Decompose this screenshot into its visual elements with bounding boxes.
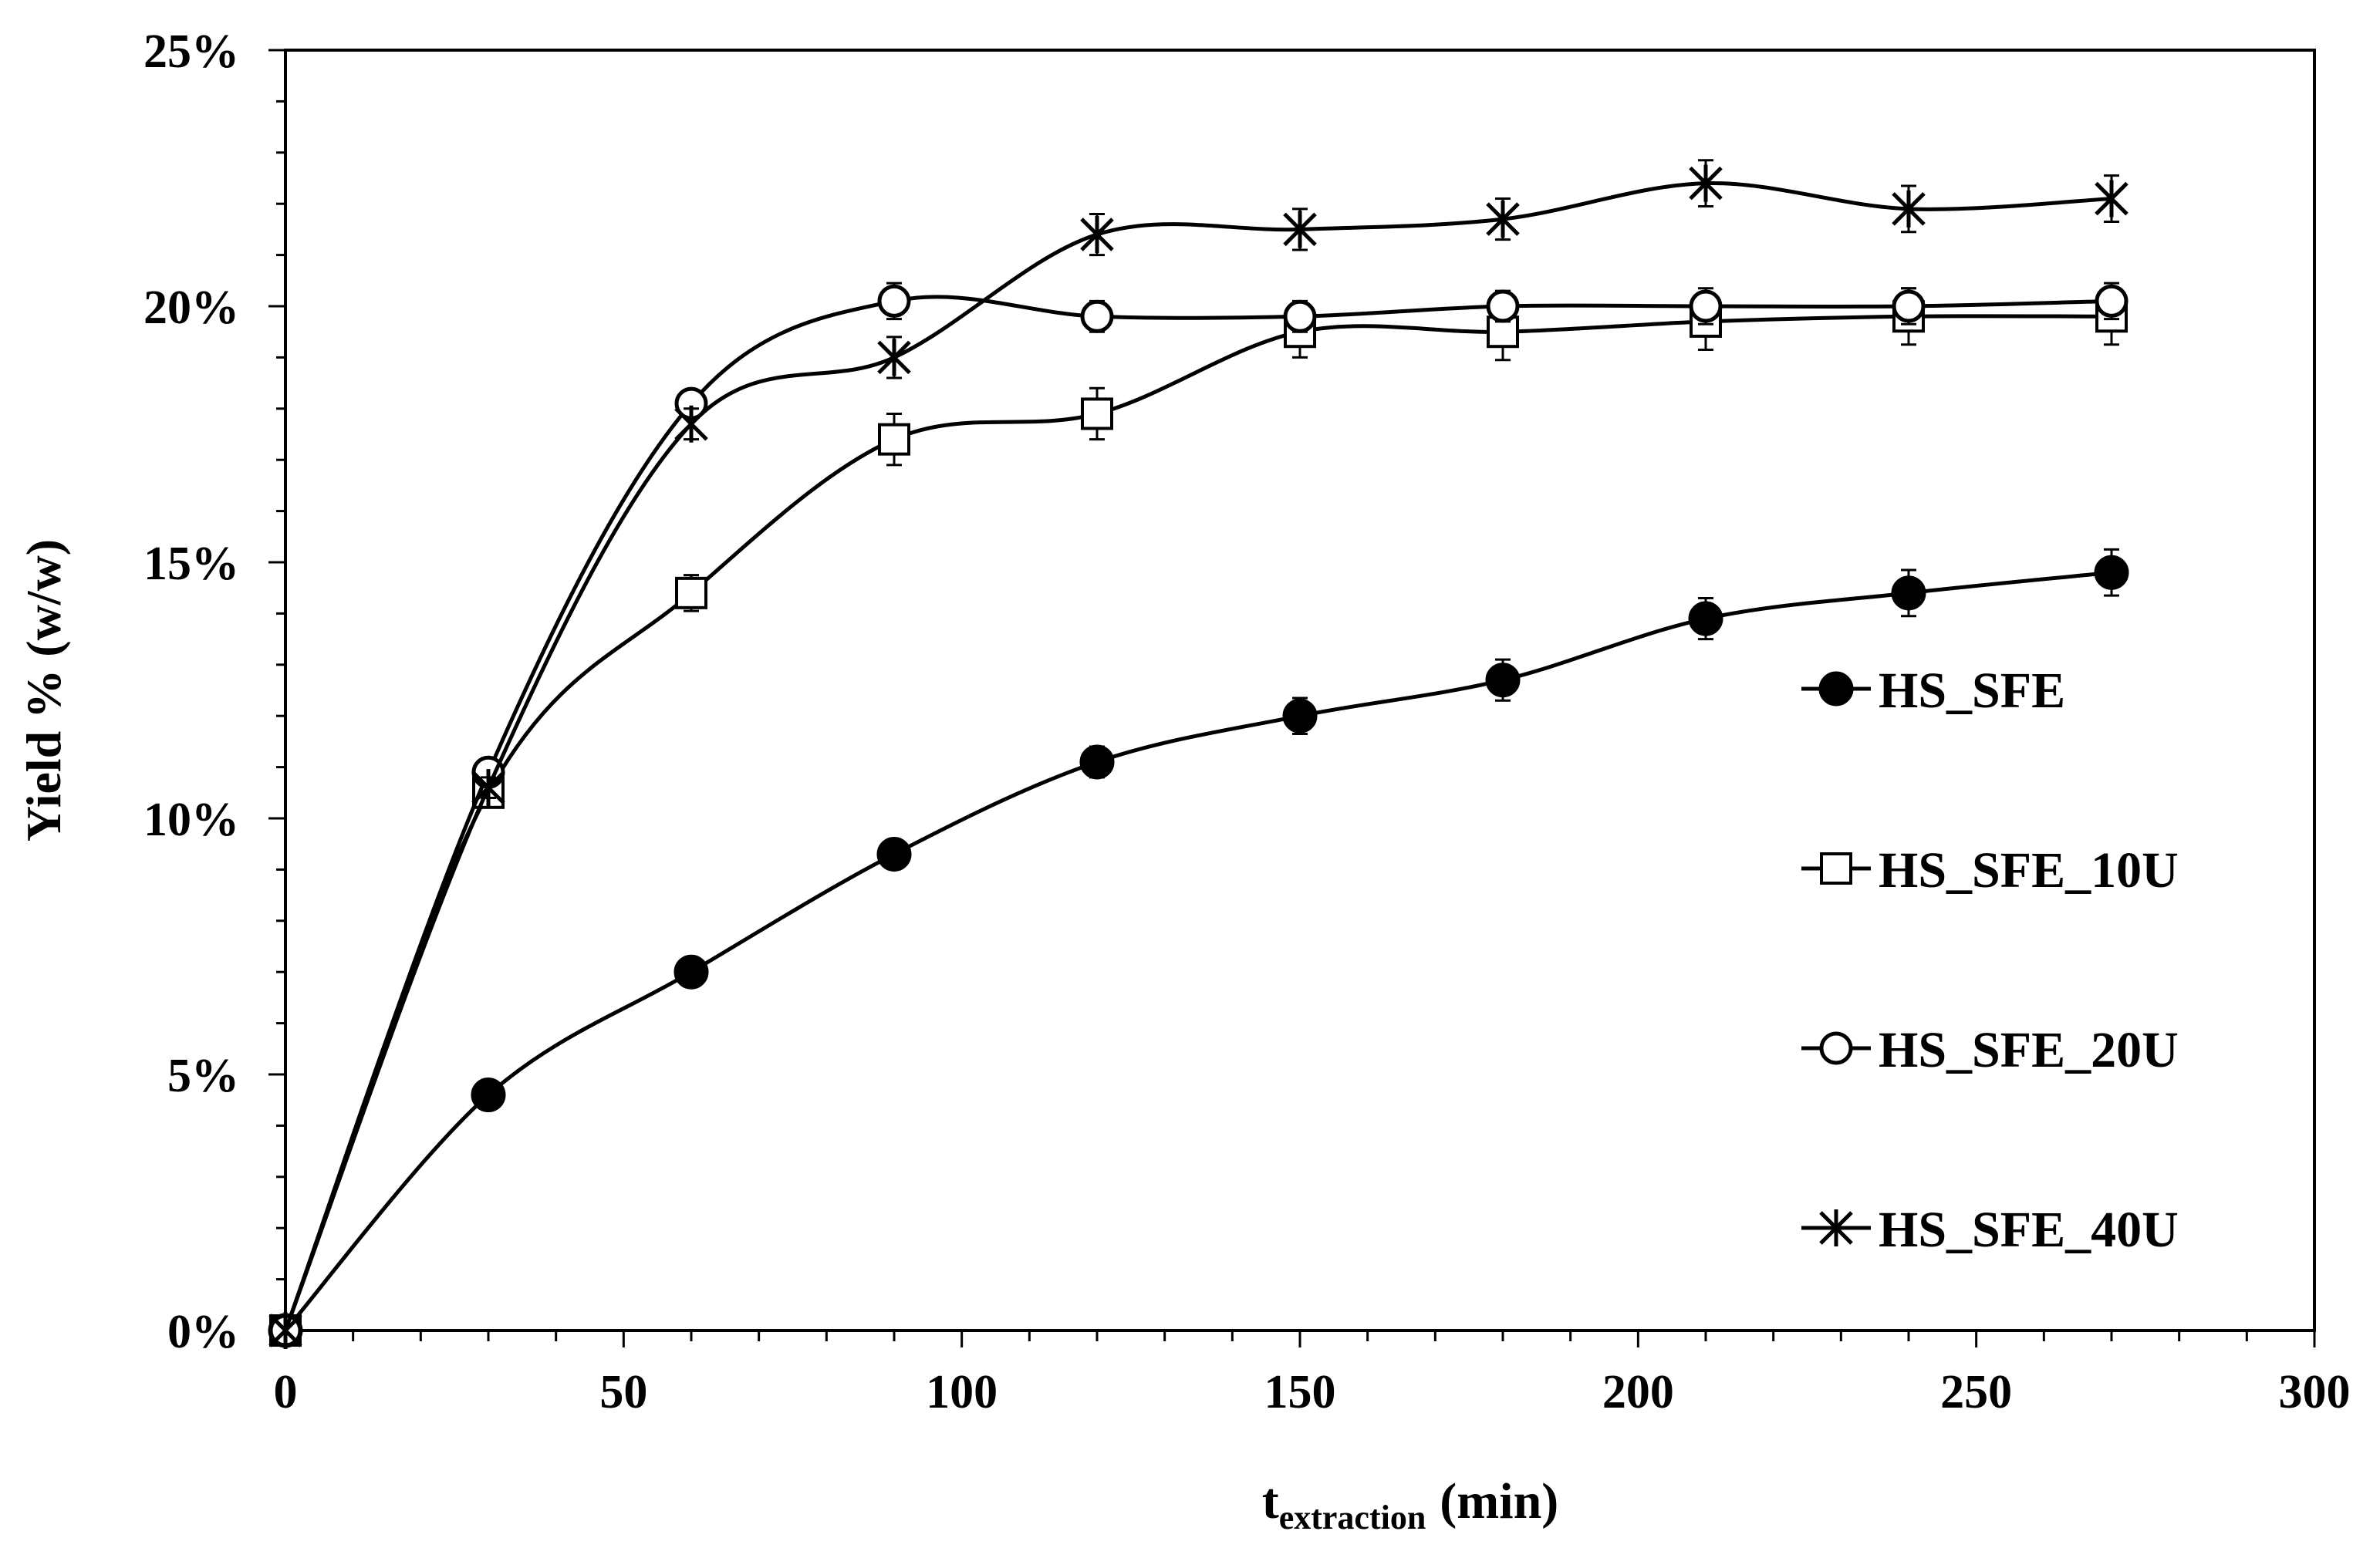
data-point (1283, 211, 1317, 248)
series-hs-sfe-10u (269, 287, 2128, 1347)
legend-label: HS_SFE_40U (1879, 1202, 2179, 1258)
y-axis-label: Yield % (w/w) (16, 539, 71, 841)
legend-label: HS_SFE_20U (1879, 1022, 2179, 1078)
data-point (675, 576, 707, 609)
x-axis-label-unit: (min) (1440, 1473, 1558, 1529)
data-point (876, 836, 912, 872)
legend-marker (1818, 671, 1854, 707)
data-point (1891, 575, 1926, 611)
legend-entry-hs-sfe-10u: HS_SFE_10U (1801, 842, 2179, 899)
data-point (1689, 289, 1723, 323)
data-point (2095, 180, 2128, 218)
data-point (1079, 744, 1115, 780)
series-hs-sfe-20u (268, 282, 2128, 1347)
y-tick-label: 5% (167, 1050, 239, 1102)
data-point (1892, 289, 1926, 323)
series-hs-sfe (268, 548, 2129, 1348)
data-point (1081, 397, 1113, 430)
x-tick-label: 50 (599, 1366, 647, 1418)
data-point (2094, 555, 2129, 590)
series-layer (268, 159, 2129, 1349)
data-point (877, 339, 911, 376)
data-point (1892, 190, 1926, 228)
series-line-hs-sfe-20u (283, 295, 2112, 1331)
axes: 0 50 100 150 200 250 300 0% 5% 10% 15% 20% 25% (143, 25, 2351, 1418)
data-point (878, 423, 910, 456)
series-line-hs-sfe-40u (283, 181, 2112, 1331)
data-point (1485, 663, 1521, 698)
legend-entry-hs-sfe-20u: HS_SFE_20U (1801, 1022, 2179, 1078)
data-point (1486, 289, 1520, 323)
y-tick-label: 10% (143, 794, 239, 846)
x-tick-label: 150 (1264, 1366, 1336, 1418)
legend-marker (1820, 852, 1852, 885)
y-tick-label: 15% (143, 538, 239, 590)
y-tick-label: 0% (167, 1306, 239, 1358)
data-point (1688, 601, 1723, 636)
x-tick-label: 300 (2279, 1366, 2351, 1418)
y-tick-label: 20% (143, 282, 239, 334)
legend-label: HS_SFE (1879, 663, 2065, 719)
data-point (1283, 299, 1317, 333)
x-tick-label: 200 (1602, 1366, 1674, 1418)
legend-label: HS_SFE_10U (1879, 842, 2179, 899)
data-point (471, 1078, 506, 1113)
legend-marker (1819, 1031, 1853, 1065)
legend-entry-hs-sfe: HS_SFE (1801, 663, 2065, 719)
data-point (2095, 284, 2128, 318)
x-axis-label-main: t (1262, 1473, 1279, 1529)
x-tick-label: 250 (1940, 1366, 2012, 1418)
data-point (1080, 299, 1114, 333)
data-point (1689, 164, 1723, 202)
data-point (674, 405, 708, 443)
legend: HS_SFE HS_SFE_10U HS_SFE_20U HS_SFE_40U (1801, 663, 2179, 1258)
data-point (1282, 698, 1318, 734)
data-point (1080, 216, 1114, 254)
data-point (877, 284, 911, 318)
series-line-hs-sfe (284, 570, 2112, 1332)
x-axis-label-sub: extraction (1279, 1499, 1426, 1536)
data-point (1486, 201, 1520, 238)
x-axis-label: textraction (min) (1262, 1473, 1559, 1536)
series-hs-sfe-40u (268, 159, 2128, 1349)
x-tick-label: 100 (926, 1366, 998, 1418)
data-point (268, 1312, 302, 1349)
series-line-hs-sfe-10u (283, 314, 2112, 1331)
y-tick-label: 25% (143, 25, 239, 78)
legend-entry-hs-sfe-40u: HS_SFE_40U (1801, 1202, 2179, 1258)
data-point (673, 954, 709, 990)
data-point (471, 769, 505, 807)
x-tick-label: 0 (274, 1366, 298, 1418)
legend-marker (1819, 1209, 1853, 1246)
